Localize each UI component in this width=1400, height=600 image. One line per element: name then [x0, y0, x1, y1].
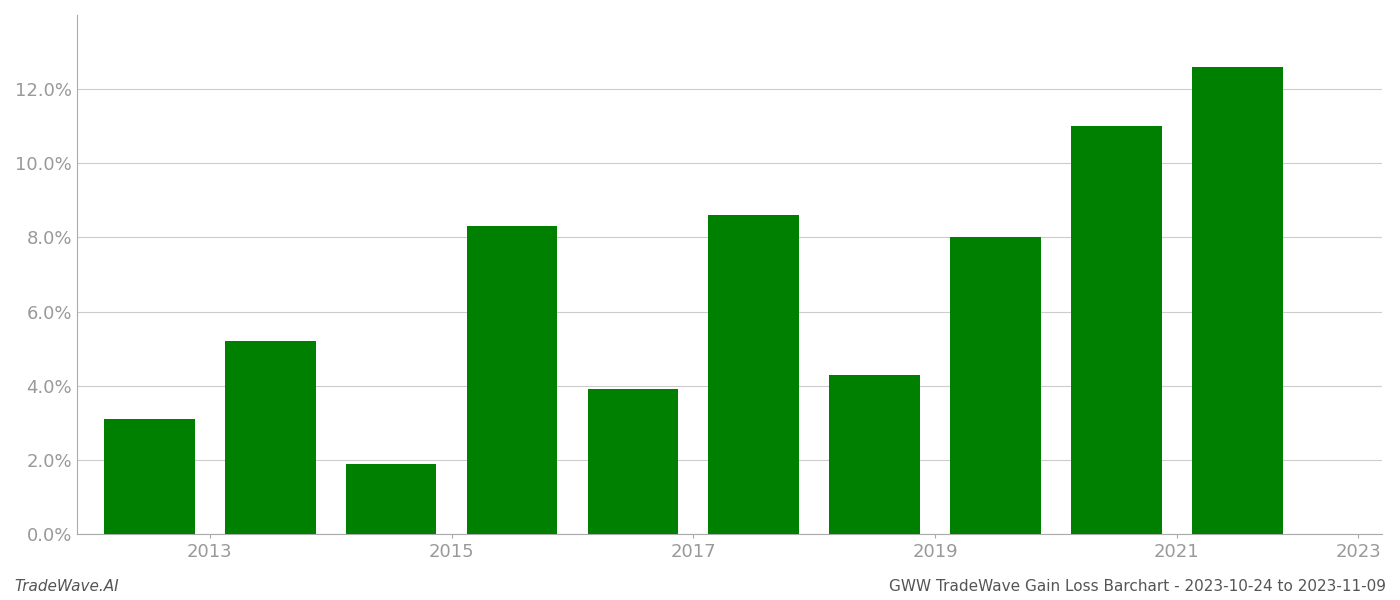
Bar — [466, 226, 557, 534]
Bar — [588, 389, 678, 534]
Text: GWW TradeWave Gain Loss Barchart - 2023-10-24 to 2023-11-09: GWW TradeWave Gain Loss Barchart - 2023-… — [889, 579, 1386, 594]
Bar — [346, 464, 437, 534]
Bar — [951, 238, 1040, 534]
Text: TradeWave.AI: TradeWave.AI — [14, 579, 119, 594]
Bar — [1191, 67, 1282, 534]
Bar — [829, 374, 920, 534]
Bar — [104, 419, 195, 534]
Bar — [225, 341, 315, 534]
Bar — [708, 215, 799, 534]
Bar — [1071, 126, 1162, 534]
